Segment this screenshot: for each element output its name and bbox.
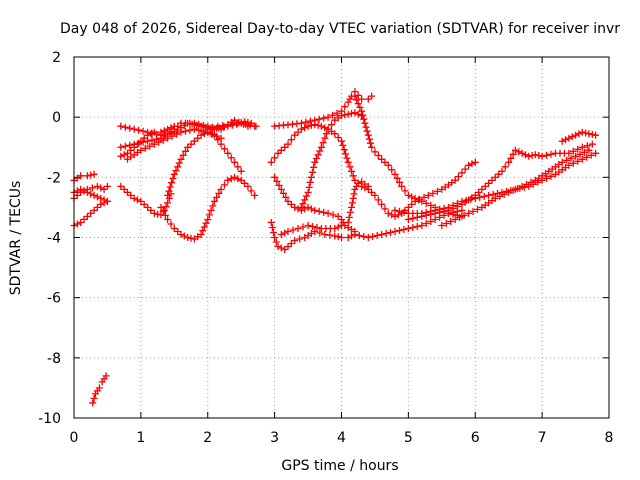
data-point-markers: [267, 121, 479, 220]
plot-frame: [73, 56, 610, 419]
y-tick-label: -8: [47, 351, 61, 367]
y-tick-label: 0: [52, 110, 61, 126]
data-point-markers: [438, 146, 593, 229]
data-series-arc-15: [267, 121, 479, 220]
chart-title: Day 048 of 2026, Sidereal Day-to-day VTE…: [60, 21, 620, 37]
data-series-arc-03: [70, 197, 111, 229]
data-point-markers: [117, 182, 175, 219]
data-point-markers: [558, 128, 600, 145]
x-tick-label: 2: [203, 430, 212, 446]
series-layer: [70, 88, 600, 407]
x-tick-label: 1: [136, 430, 145, 446]
data-point-markers: [267, 206, 466, 253]
data-series-arc-05: [89, 372, 110, 407]
x-tick-label: 7: [538, 430, 547, 446]
data-series-arc-06: [117, 182, 175, 219]
y-tick-label: -4: [47, 231, 61, 247]
data-series-arc-17: [271, 173, 359, 235]
data-point-markers: [89, 372, 110, 407]
data-series-arc-01: [70, 170, 98, 184]
x-tick-label: 5: [404, 430, 413, 446]
data-series-arc-12: [164, 128, 245, 199]
data-point-markers: [204, 118, 260, 133]
data-point-markers: [157, 173, 259, 243]
x-tick-label: 6: [471, 430, 480, 446]
x-tick-label: 3: [270, 430, 279, 446]
data-point-markers: [70, 197, 111, 229]
data-series-arc-18: [277, 222, 345, 238]
data-series-arc-23: [404, 140, 596, 223]
data-series-arc-21: [351, 92, 466, 220]
data-series-arc-25: [558, 128, 600, 145]
data-point-markers: [297, 109, 366, 211]
data-point-markers: [344, 178, 372, 226]
data-series-arc-20: [344, 178, 372, 226]
x-tick-label: 8: [605, 430, 614, 446]
y-tick-label: -10: [38, 411, 61, 427]
data-series-arc-11: [157, 173, 259, 243]
data-point-markers: [351, 92, 466, 220]
y-tick-label: -6: [47, 291, 61, 307]
label-layer: 0 1 2 3 4 5 6 7 8 2 0 -2 -4 -6 -8 -10: [38, 50, 613, 446]
x-tick-label: 0: [70, 430, 79, 446]
data-point-markers: [70, 170, 98, 184]
data-series-arc-24: [438, 146, 593, 229]
x-axis-title: GPS time / hours: [281, 458, 398, 474]
data-series-arc-19: [297, 109, 366, 211]
data-series-arc-09: [117, 122, 178, 160]
y-axis-title: SDTVAR / TECUs: [8, 181, 24, 296]
data-point-markers: [271, 173, 359, 235]
y-tick-label: -2: [47, 170, 61, 186]
data-point-markers: [277, 222, 345, 238]
data-point-markers: [404, 140, 596, 223]
data-series-arc-13: [204, 118, 260, 133]
data-series-arc-14: [267, 206, 466, 253]
x-tick-label: 4: [337, 430, 346, 446]
data-point-markers: [117, 122, 178, 160]
y-tick-label: 2: [52, 50, 61, 66]
data-point-markers: [164, 128, 245, 199]
